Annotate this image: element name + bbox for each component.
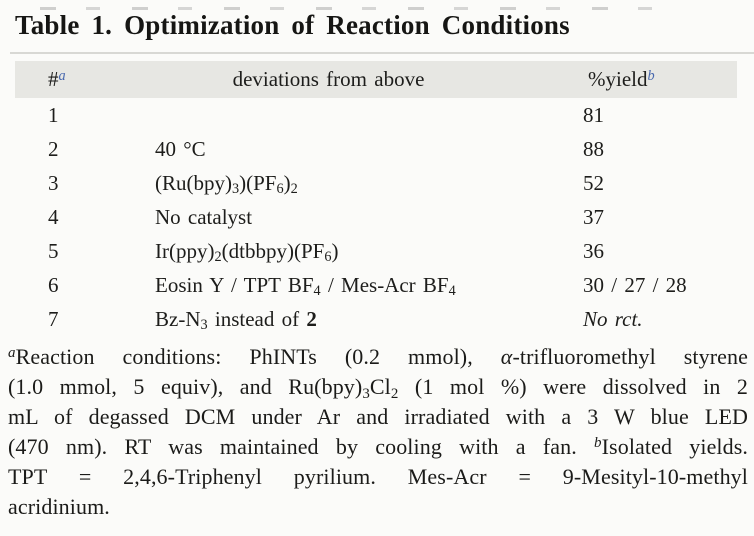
- table-title: Table 1. Optimization of Reaction Condit…: [15, 10, 570, 40]
- footnote: aReaction conditions: PhINTs (0.2 mmol),…: [8, 342, 748, 522]
- row-number-cell: 1: [48, 102, 59, 127]
- footnote-line: aReaction conditions: PhINTs (0.2 mmol),…: [8, 344, 748, 369]
- table-row: 3 (Ru(bpy)3)(PF6)2 52: [15, 166, 737, 200]
- yield-cell: 30 / 27 / 28: [583, 272, 687, 297]
- cropped-text-artifact: [40, 7, 680, 10]
- table-row: 2 40 °C 88: [15, 132, 737, 166]
- yield-cell: 81: [583, 102, 604, 127]
- row-number-cell: 3: [48, 170, 59, 195]
- table-header-row: #a deviations from above %yieldb: [15, 61, 737, 98]
- deviation-cell: (Ru(bpy)3)(PF6)2: [155, 170, 298, 197]
- yield-cell: 52: [583, 170, 604, 195]
- footnote-line: (1.0 mmol, 5 equiv), and Ru(bpy)3Cl2 (1 …: [8, 374, 748, 402]
- row-number-cell: 5: [48, 238, 59, 263]
- yield-label: %yield: [588, 67, 648, 91]
- deviation-cell: 40 °C: [155, 136, 206, 161]
- deviation-cell: Ir(ppy)2(dtbbpy)(PF6): [155, 238, 339, 265]
- column-header-yield: %yieldb: [552, 67, 737, 92]
- row-number-cell: 2: [48, 136, 59, 161]
- column-header-entry-number: #a: [15, 67, 105, 92]
- row-number-cell: 4: [48, 204, 59, 229]
- table-row: 4 No catalyst 37: [15, 200, 737, 234]
- yield-cell: 88: [583, 136, 604, 161]
- entry-number-label: #: [48, 67, 59, 91]
- deviation-cell: No catalyst: [155, 204, 253, 229]
- title-divider: [10, 52, 754, 54]
- paper-page: { "colors": { "accent": "#4868ae", "head…: [0, 7, 754, 536]
- row-number-cell: 6: [48, 272, 59, 297]
- footnote-marker-b: b: [647, 67, 655, 84]
- yield-cell: 37: [583, 204, 604, 229]
- table-body: 1 81 2 40 °C 88 3 (Ru(bpy)3)(PF6)2 52 4 …: [15, 98, 737, 336]
- footnote-line: acridinium.: [8, 494, 110, 519]
- deviation-cell: Eosin Y / TPT BF4 / Mes-Acr BF4: [155, 272, 456, 299]
- footnote-line: (470 nm). RT was maintained by cooling w…: [8, 434, 749, 459]
- yield-cell: No rct.: [583, 306, 643, 331]
- deviation-cell: Bz-N3 instead of 2: [155, 306, 317, 333]
- row-number-cell: 7: [48, 306, 59, 331]
- table-row: 6 Eosin Y / TPT BF4 / Mes-Acr BF4 30 / 2…: [15, 268, 737, 302]
- optimization-table: #a deviations from above %yieldb 1 81 2 …: [15, 61, 737, 336]
- column-header-deviations: deviations from above: [232, 67, 425, 91]
- table-row: 7 Bz-N3 instead of 2 No rct.: [15, 302, 737, 336]
- yield-cell: 36: [583, 238, 604, 263]
- footnote-line: mL of degassed DCM under Ar and irradiat…: [8, 404, 748, 429]
- table-row: 1 81: [15, 98, 737, 132]
- footnote-line: TPT = 2,4,6-Triphenyl pyrilium. Mes-Acr …: [8, 464, 748, 489]
- footnote-marker-a: a: [58, 67, 66, 84]
- table-row: 5 Ir(ppy)2(dtbbpy)(PF6) 36: [15, 234, 737, 268]
